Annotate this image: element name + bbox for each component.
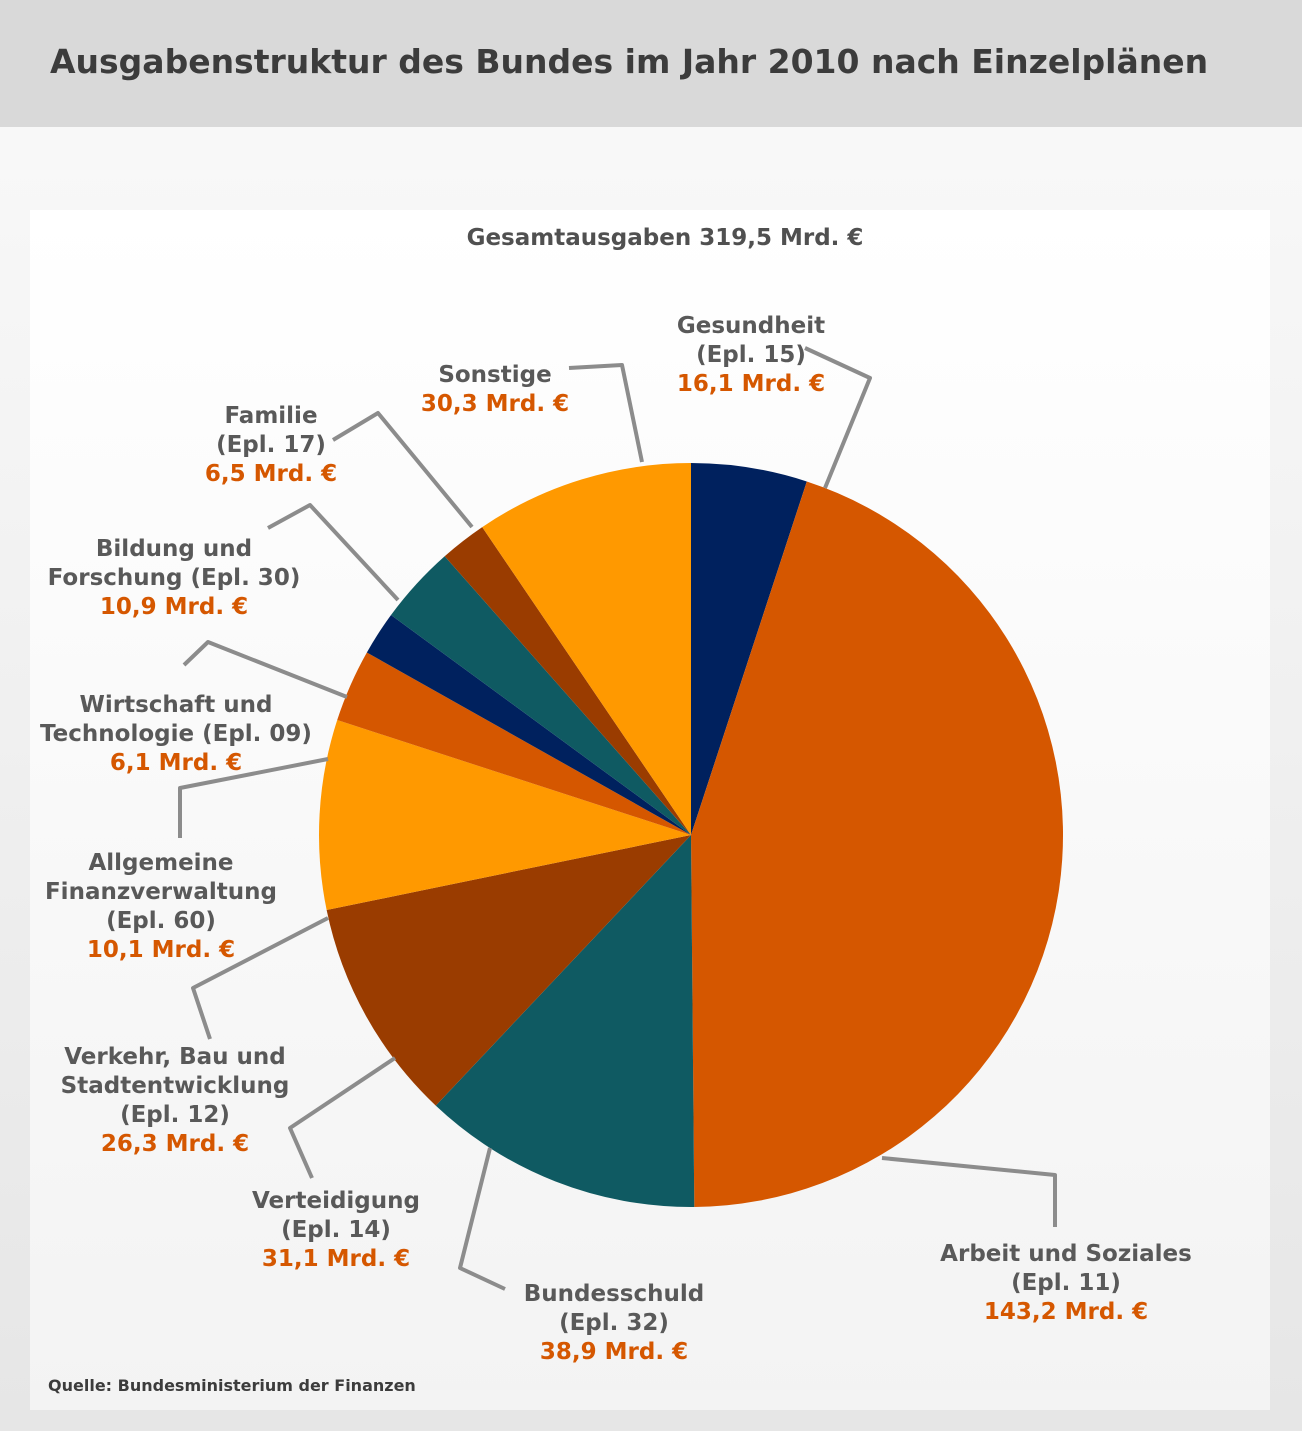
slice-name-gesundheit: Gesundheit [677,313,825,339]
slice-name-verkehr: Stadtentwicklung [61,1073,290,1099]
leader-line-wirtschaft [182,640,348,699]
slice-name-familie: Familie [224,403,317,429]
slice-name-bundesschuld: (Epl. 32) [559,1310,669,1336]
slice-value-familie: 6,5 Mrd. € [205,461,337,487]
leader-line-finanzverwaltung [178,757,329,838]
slice-value-bundesschuld: 38,9 Mrd. € [540,1339,688,1365]
slice-name-gesundheit: (Epl. 15) [696,342,806,368]
pie-slice-bildung [391,556,691,835]
slice-name-verkehr: Verkehr, Bau und [64,1044,286,1070]
slice-name-bundesschuld: Bundesschuld [524,1281,704,1307]
pie-slice-finanzverwaltung [337,652,691,835]
slice-value-arbeit: 143,2 Mrd. € [984,1299,1148,1325]
pie-slice-verkehr [318,720,691,911]
leader-line-familie [331,411,474,529]
slice-label-bundesschuld: Bundesschuld (Epl. 32) 38,9 Mrd. € [524,1281,704,1365]
leader-line-verkehr [191,916,329,1040]
slice-name-sonstige: Sonstige [438,362,551,388]
pie-slice-wirtschaft [366,615,691,835]
slice-label-verkehr: Verkehr, Bau und Stadtentwicklung (Epl. 12… [61,1044,290,1157]
leader-line-sonstige [568,363,644,463]
pie-slice-familie [444,527,691,835]
slice-labels: Gesundheit (Epl. 15) 16,1 Mrd. € Arbeit und… [40,313,1192,1365]
slice-name-finanzverwaltung: Allgemeine [88,850,233,876]
slice-label-arbeit: Arbeit und Soziales (Epl. 11) 143,2 Mrd. € [940,1241,1192,1325]
slice-name-verkehr: (Epl. 12) [120,1102,230,1128]
slice-value-gesundheit: 16,1 Mrd. € [677,371,825,397]
page-title: Ausgabenstruktur des Bundes im Jahr 2010… [50,42,1209,81]
slice-value-verkehr: 26,3 Mrd. € [101,1131,249,1157]
pie-slices [318,463,1064,1208]
slice-label-wirtschaft: Wirtschaft und Technologie (Epl. 09) 6,1 M… [40,692,312,776]
slice-label-gesundheit: Gesundheit (Epl. 15) 16,1 Mrd. € [677,313,825,397]
slice-label-bildung: Bildung und Forschung (Epl. 30) 10,9 Mrd. … [48,536,301,620]
slice-label-verteidigung: Verteidigung (Epl. 14) 31,1 Mrd. € [252,1188,420,1272]
leader-line-arbeit [881,1156,1057,1227]
pie-slice-arbeit [691,481,1064,1207]
slice-name-verteidigung: (Epl. 14) [281,1217,391,1243]
slice-name-verteidigung: Verteidigung [252,1188,420,1214]
leader-lines [178,346,1057,1291]
slice-name-familie: (Epl. 17) [216,432,326,458]
slice-name-wirtschaft: Wirtschaft und [79,692,272,718]
pie-slice-verteidigung [326,835,691,1106]
slice-name-bildung: Forschung (Epl. 30) [48,565,301,591]
slice-value-finanzverwaltung: 10,1 Mrd. € [87,937,235,963]
slice-name-arbeit: (Epl. 11) [1011,1270,1121,1296]
pie-slice-bundesschuld [435,835,695,1208]
chart-subtitle: Gesamtausgaben 319,5 Mrd. € [467,225,864,251]
slice-label-sonstige: Sonstige 30,3 Mrd. € [421,362,569,417]
slice-name-finanzverwaltung: (Epl. 60) [106,908,216,934]
leader-line-bundesschuld [458,1147,506,1291]
slice-value-wirtschaft: 6,1 Mrd. € [110,750,242,776]
leader-line-bildung [267,503,400,602]
slice-name-finanzverwaltung: Finanzverwaltung [45,879,277,905]
slice-name-arbeit: Arbeit und Soziales [940,1241,1192,1267]
slice-label-familie: Familie (Epl. 17) 6,5 Mrd. € [205,403,337,487]
slice-name-wirtschaft: Technologie (Epl. 09) [40,721,312,747]
slice-name-bildung: Bildung und [96,536,252,562]
source-note: Quelle: Bundesministerium der Finanzen [48,1376,416,1395]
leader-line-gesundheit [804,346,872,489]
slice-label-finanzverwaltung: Allgemeine Finanzverwaltung (Epl. 60) 10,1 … [45,850,277,963]
leader-line-verteidigung [288,1056,397,1179]
pie-slice-sonstige [482,463,691,835]
pie-slice-gesundheit [691,463,807,835]
slice-value-bildung: 10,9 Mrd. € [100,594,248,620]
slice-value-sonstige: 30,3 Mrd. € [421,391,569,417]
title-bar: Ausgabenstruktur des Bundes im Jahr 2010… [0,0,1302,127]
slice-value-verteidigung: 31,1 Mrd. € [262,1246,410,1272]
